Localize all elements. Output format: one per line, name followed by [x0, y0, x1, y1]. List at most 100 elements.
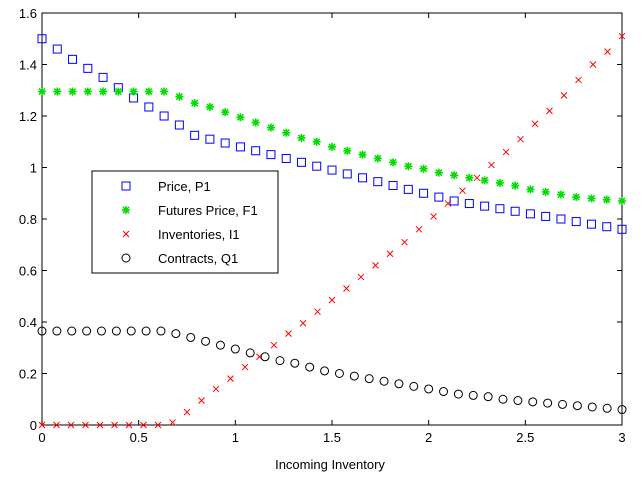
data-point-asterisk: [373, 154, 382, 163]
data-point-square: [144, 102, 154, 112]
data-marks: [37, 32, 627, 429]
data-point-circle: [558, 399, 568, 409]
data-point-cross: [125, 421, 133, 429]
data-point-cross: [299, 319, 307, 327]
data-point-circle: [379, 376, 389, 386]
data-point-cross: [473, 174, 481, 182]
data-point-cross-stroke: [125, 421, 133, 429]
data-point-cross-stroke: [575, 76, 582, 84]
data-point-square: [617, 224, 627, 234]
data-point-circle: [126, 326, 136, 336]
data-point-cross: [270, 341, 278, 349]
data-point-circle: [498, 394, 508, 404]
data-point-square: [525, 209, 535, 219]
data-point-cross-stroke: [241, 363, 249, 371]
data-point-asterisk-stroke: [389, 158, 397, 166]
data-point-circle: [186, 332, 196, 342]
data-point-circle: [572, 401, 582, 411]
data-point-circle: [439, 387, 449, 397]
data-point-asterisk: [144, 87, 153, 96]
data-point-square: [342, 169, 352, 179]
data-point-cross: [401, 238, 408, 246]
data-point-asterisk: [205, 102, 214, 111]
data-point-cross-stroke: [488, 161, 495, 169]
data-point-cross: [111, 421, 118, 429]
legend-label: Futures Price, F1: [158, 203, 258, 218]
data-point-cross-stroke: [183, 408, 191, 416]
data-point-square: [495, 204, 505, 214]
y-tick-label: 0: [30, 418, 37, 433]
data-point-cross: [575, 76, 582, 84]
data-point-square: [419, 188, 429, 198]
data-point-asterisk: [266, 123, 275, 132]
data-point-cross-stroke: [517, 135, 524, 143]
data-point-cross-stroke: [459, 187, 466, 195]
data-point-square: [52, 44, 62, 54]
data-point-asterisk: [297, 133, 306, 142]
data-point-asterisk: [419, 164, 428, 173]
data-point-cross-stroke: [604, 48, 611, 55]
data-point-asterisk-stroke: [282, 129, 290, 137]
data-point-cross-stroke: [560, 92, 568, 99]
data-point-cross-stroke: [111, 421, 118, 429]
legend-label: Inventories, I1: [158, 227, 240, 242]
data-point-asterisk: [526, 185, 535, 194]
data-point-cross-stroke: [299, 319, 307, 327]
data-point-cross-stroke: [227, 375, 234, 383]
data-point-cross-stroke: [270, 341, 278, 349]
data-point-circle: [394, 379, 404, 389]
data-point-asterisk-stroke: [84, 87, 92, 96]
legend-marker-circle: [121, 253, 131, 263]
data-point-square: [159, 111, 169, 121]
data-point-square: [403, 184, 413, 194]
data-point-cross: [53, 421, 60, 429]
data-point-cross-stroke: [401, 238, 408, 246]
data-point-asterisk-stroke: [313, 138, 321, 146]
data-point-circle: [320, 366, 330, 376]
data-point-asterisk-stroke: [99, 87, 107, 96]
data-point-circle: [424, 384, 434, 394]
data-point-asterisk-stroke: [511, 181, 519, 190]
data-point-square: [98, 72, 108, 82]
data-point-circle: [483, 392, 493, 402]
data-point-asterisk-stroke: [343, 147, 351, 155]
data-point-circle: [587, 402, 597, 412]
data-point-asterisk: [389, 158, 398, 167]
data-point-asterisk: [480, 176, 489, 185]
data-point-square: [388, 181, 398, 191]
data-point-square: [220, 138, 230, 148]
data-point-asterisk: [312, 137, 321, 146]
data-point-circle: [96, 326, 106, 336]
data-point-circle: [290, 358, 300, 368]
data-point-square: [235, 142, 245, 152]
data-point-cross: [198, 397, 205, 404]
data-point-asterisk: [68, 87, 77, 96]
y-tick-label: 1.4: [19, 58, 37, 73]
data-point-asterisk-stroke: [38, 87, 46, 96]
data-point-square: [190, 130, 200, 140]
data-point-cross: [328, 296, 336, 304]
data-point-asterisk: [541, 187, 550, 196]
axis-ticks: 0 0.5 1 1.5 2 2.5 3 0 0.2 0.4 0.6 0.8 1 1.2 1.4 1.6: [19, 6, 626, 445]
data-point-cross: [154, 421, 162, 429]
data-point-cross-stroke: [589, 61, 597, 68]
data-point-asterisk: [434, 168, 443, 177]
data-point-asterisk-stroke: [206, 103, 214, 111]
x-tick-label: 3: [618, 430, 625, 445]
data-point-cross-stroke: [372, 261, 379, 269]
data-point-cross-stroke: [53, 421, 60, 429]
data-point-square: [556, 214, 566, 224]
data-point-asterisk: [602, 195, 611, 204]
data-point-asterisk-stroke: [404, 162, 412, 170]
x-tick-label: 0: [38, 430, 45, 445]
legend-marker-cross: [122, 230, 130, 238]
data-point-circle: [468, 390, 478, 400]
data-point-circle: [230, 344, 240, 354]
data-point-cross: [314, 308, 321, 316]
x-tick-label: 1: [232, 430, 239, 445]
legend-marker-cross-stroke: [122, 230, 130, 238]
data-point-square: [541, 211, 551, 221]
data-point-cross-stroke: [546, 107, 553, 115]
data-point-asterisk-stroke: [450, 171, 458, 179]
data-point-asterisk: [358, 150, 367, 159]
